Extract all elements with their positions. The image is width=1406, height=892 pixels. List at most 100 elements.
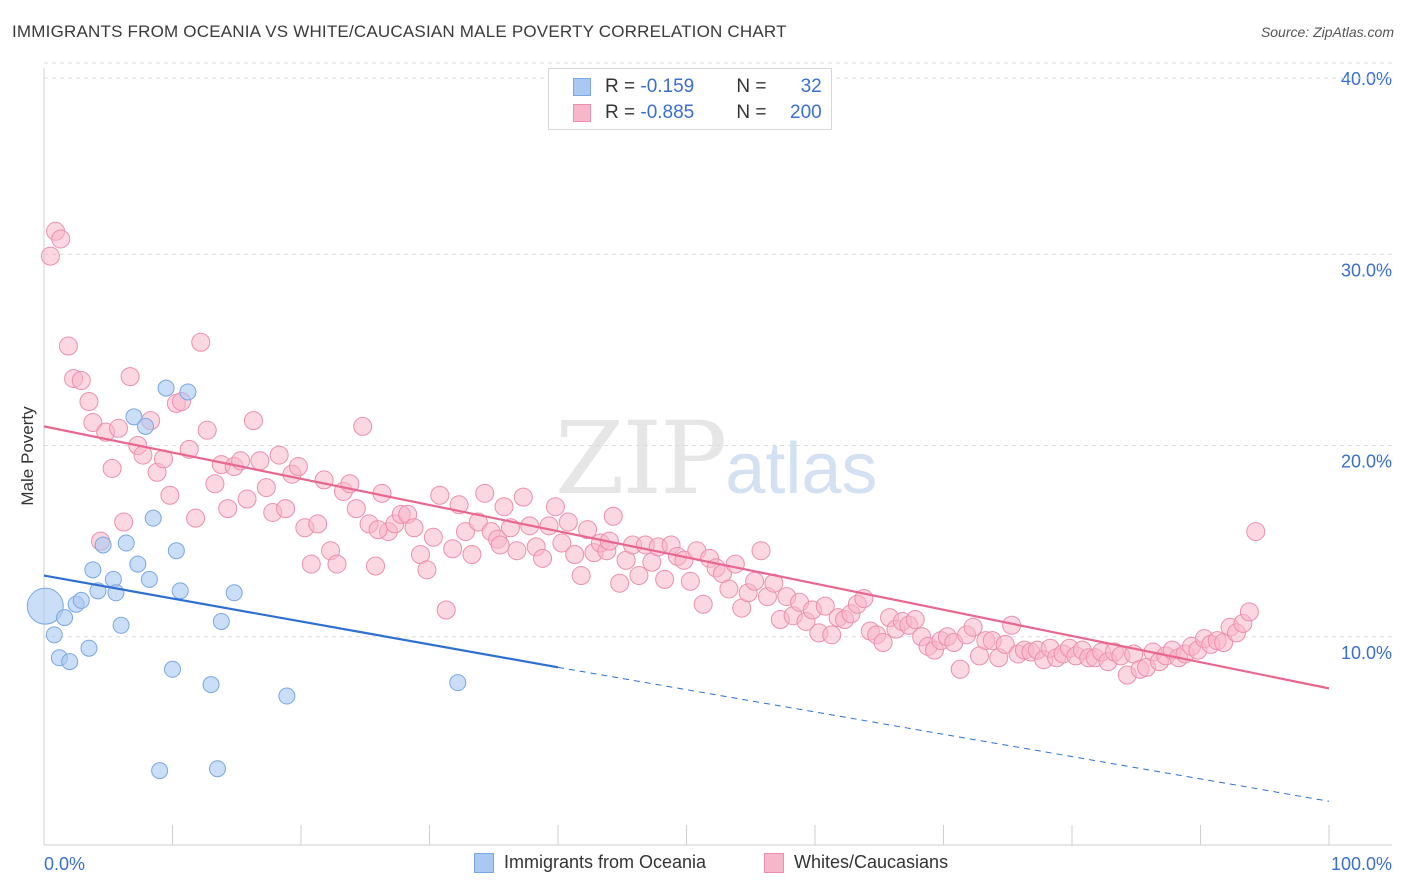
- whites-point: [539, 516, 559, 536]
- whites-point: [430, 485, 450, 505]
- whites-point: [1239, 602, 1259, 622]
- whites-point: [404, 518, 424, 538]
- legend-n-label: N =: [736, 76, 772, 97]
- whites-point: [468, 512, 488, 532]
- oceania-point: [202, 676, 220, 694]
- whites-point: [680, 571, 700, 591]
- whites-point: [417, 560, 437, 580]
- whites-point: [102, 458, 122, 478]
- whites-point: [552, 533, 572, 553]
- oceania-legend-label: Immigrants from Oceania: [504, 852, 707, 872]
- oceania-point: [84, 561, 102, 579]
- oceania-point: [151, 762, 169, 780]
- legend-r-value: -0.885: [640, 102, 695, 123]
- whites-point: [507, 541, 527, 561]
- oceania-point: [137, 417, 155, 435]
- whites-point: [276, 499, 296, 519]
- legend-r-label: R =: [605, 76, 641, 97]
- y-tick-label: 20.0%: [1341, 452, 1392, 472]
- oceania-point: [179, 383, 197, 401]
- legend-row-oceania: R = -0.159 N = 32: [573, 75, 822, 99]
- whites-point: [250, 451, 270, 471]
- oceania-point: [167, 542, 185, 560]
- whites-point: [693, 594, 713, 614]
- whites-point: [494, 497, 514, 517]
- chart-title: IMMIGRANTS FROM OCEANIA VS WHITE/CAUCASI…: [12, 22, 787, 41]
- whites-point: [58, 336, 78, 356]
- oceania-point: [449, 674, 467, 692]
- whites-point: [751, 541, 771, 561]
- whites-point: [83, 413, 103, 433]
- whites-point: [578, 520, 598, 540]
- oceania-point: [140, 570, 158, 588]
- whites-point: [545, 497, 565, 517]
- oceania-point: [117, 534, 135, 552]
- whites-point: [160, 485, 180, 505]
- whites-point: [197, 420, 217, 440]
- oceania-point: [129, 555, 147, 573]
- whites-point: [269, 445, 289, 465]
- legend-r-value: -0.159: [640, 76, 695, 97]
- x-tick-label: 100.0%: [1331, 854, 1392, 874]
- watermark-atlas: atlas: [725, 429, 878, 509]
- oceania-point: [125, 408, 143, 426]
- watermark-zip: ZIP: [555, 400, 727, 517]
- whites-point: [603, 506, 623, 526]
- whites-point: [995, 634, 1015, 654]
- oceania-point: [157, 379, 175, 397]
- whites-point: [462, 545, 482, 565]
- y-tick-label: 40.0%: [1341, 69, 1392, 89]
- whites-point: [109, 418, 129, 438]
- whites-point: [368, 520, 388, 540]
- whites-point: [205, 474, 225, 494]
- whites-point: [475, 483, 495, 503]
- whites-point: [40, 246, 60, 266]
- oceania-point: [45, 626, 63, 644]
- y-tick-label: 10.0%: [1341, 643, 1392, 663]
- oceania-legend-swatch: [474, 852, 494, 873]
- whites-point: [346, 499, 366, 519]
- legend-n-value: 200: [790, 102, 822, 123]
- whites-point: [186, 508, 206, 528]
- whites-point: [950, 659, 970, 679]
- whites-point: [71, 370, 91, 390]
- whites-point: [745, 571, 765, 591]
- oceania-point: [72, 591, 90, 609]
- whites-point: [237, 489, 257, 509]
- whites-legend-swatch: [764, 852, 784, 873]
- legend-r-label: R =: [605, 102, 641, 123]
- whites-point: [1246, 522, 1266, 542]
- oceania-point: [80, 639, 98, 657]
- whites-point: [571, 566, 591, 586]
- whites-point: [366, 556, 386, 576]
- whites-point: [558, 512, 578, 532]
- whites-legend-label: Whites/Caucasians: [794, 852, 949, 872]
- legend-n-value: 32: [800, 76, 822, 97]
- whites-point: [455, 522, 475, 542]
- oceania-point: [144, 509, 162, 527]
- oceania-trend-extension: [557, 666, 1330, 802]
- oceania-point: [164, 660, 181, 678]
- whites-swatch: [573, 104, 591, 122]
- whites-point: [655, 569, 675, 589]
- whites-point: [179, 439, 199, 459]
- bottom-legend-whites: Whites/Caucasians: [764, 852, 948, 873]
- whites-point: [191, 332, 211, 352]
- oceania-swatch: [573, 78, 591, 96]
- whites-point: [327, 554, 347, 574]
- whites-trend-line: [43, 425, 1330, 690]
- x-tick-label: 0.0%: [44, 854, 85, 874]
- whites-point: [120, 367, 140, 387]
- whites-point: [301, 554, 321, 574]
- whites-point: [963, 617, 983, 637]
- whites-point: [51, 229, 71, 249]
- oceania-point: [112, 616, 130, 634]
- whites-point: [873, 632, 893, 652]
- whites-point: [114, 512, 134, 532]
- oceania-point: [61, 653, 79, 671]
- whites-point: [243, 411, 263, 431]
- whites-point: [533, 548, 553, 568]
- watermark: ZIPatlas: [555, 400, 877, 517]
- oceania-point: [171, 582, 189, 600]
